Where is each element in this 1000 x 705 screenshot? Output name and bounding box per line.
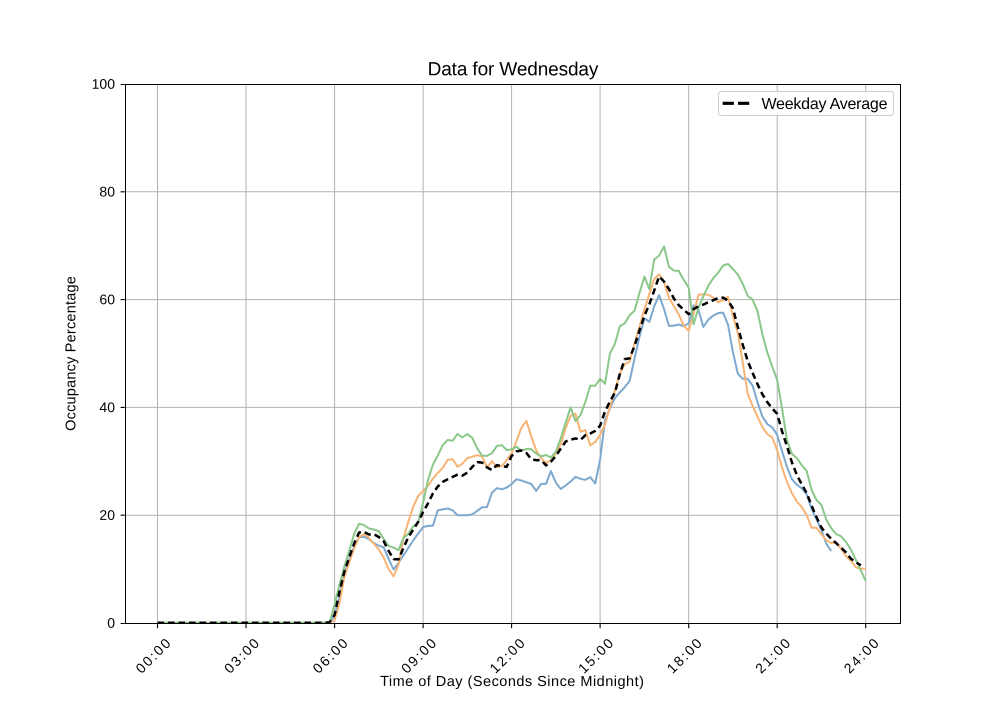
svg-text:100: 100 <box>92 76 116 92</box>
svg-text:Time of Day (Seconds Since Mid: Time of Day (Seconds Since Midnight) <box>380 674 644 690</box>
svg-text:0: 0 <box>107 615 115 631</box>
svg-text:60: 60 <box>99 291 115 307</box>
svg-text:20: 20 <box>99 507 115 523</box>
svg-text:Occupancy Percentage: Occupancy Percentage <box>64 276 80 431</box>
svg-text:Weekday Average: Weekday Average <box>761 96 887 113</box>
svg-text:40: 40 <box>99 399 115 415</box>
svg-text:Data for Wednesday: Data for Wednesday <box>428 59 599 80</box>
svg-text:80: 80 <box>99 183 115 199</box>
